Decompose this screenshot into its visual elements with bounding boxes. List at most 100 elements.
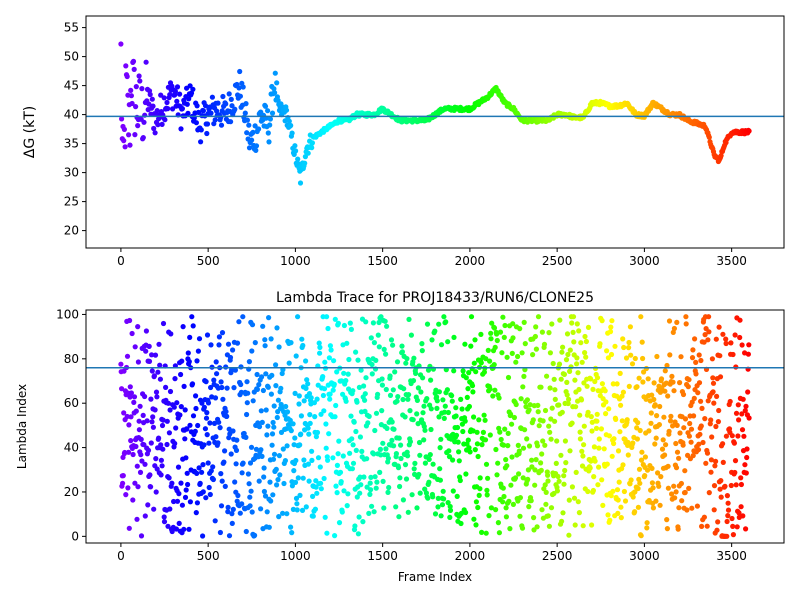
data-point <box>269 431 276 437</box>
data-point <box>228 451 234 457</box>
data-point <box>271 424 277 430</box>
data-point <box>527 402 533 408</box>
data-point <box>449 398 455 404</box>
data-point <box>243 434 249 440</box>
data-point <box>678 480 685 487</box>
data-point <box>318 411 324 417</box>
data-point <box>411 355 417 361</box>
data-point <box>317 344 323 350</box>
data-point <box>263 407 269 413</box>
data-point <box>150 103 156 109</box>
data-point <box>286 360 292 366</box>
data-point <box>608 324 614 330</box>
data-point <box>524 436 530 442</box>
data-point <box>525 467 532 473</box>
data-point <box>728 340 734 346</box>
data-point <box>250 398 256 404</box>
data-point <box>478 331 484 337</box>
data-point <box>268 498 274 504</box>
data-point <box>692 336 698 342</box>
data-point <box>186 526 192 532</box>
data-point <box>237 93 243 99</box>
data-point <box>517 326 523 332</box>
data-point <box>132 344 138 350</box>
data-point <box>718 478 724 484</box>
data-point <box>426 479 432 485</box>
data-point <box>204 410 210 416</box>
data-point <box>158 92 164 98</box>
data-point <box>334 462 340 468</box>
data-point <box>312 414 318 420</box>
data-point <box>289 483 295 489</box>
data-point <box>322 514 328 520</box>
data-point <box>293 353 299 359</box>
data-point <box>444 387 450 393</box>
data-point <box>229 103 235 109</box>
data-point <box>583 338 590 345</box>
data-point <box>705 398 711 404</box>
data-point <box>256 382 262 388</box>
data-point <box>307 420 313 426</box>
data-point <box>683 314 689 320</box>
data-point <box>447 503 453 510</box>
data-point <box>300 475 306 481</box>
data-point <box>353 349 359 355</box>
data-point <box>513 359 519 365</box>
data-point <box>693 371 699 377</box>
data-point <box>223 409 229 415</box>
data-point <box>688 426 695 432</box>
data-point <box>690 347 696 353</box>
data-point <box>723 433 730 439</box>
data-point <box>475 504 481 511</box>
data-point <box>660 437 666 443</box>
data-point <box>138 533 145 539</box>
data-point <box>560 344 566 350</box>
data-point <box>128 414 134 420</box>
data-point <box>700 439 706 446</box>
data-point <box>333 402 339 409</box>
data-point <box>313 434 319 440</box>
data-point <box>260 387 266 394</box>
data-point <box>200 462 206 468</box>
data-point <box>745 351 752 357</box>
data-point <box>494 337 500 344</box>
data-point <box>292 390 298 396</box>
data-point <box>369 371 375 377</box>
data-point <box>293 495 300 501</box>
data-point <box>379 382 385 388</box>
data-point <box>166 430 172 436</box>
data-point <box>274 482 280 488</box>
data-point <box>495 520 501 526</box>
data-point <box>563 357 570 363</box>
data-point <box>403 360 409 366</box>
data-point <box>456 458 462 464</box>
data-point <box>662 388 668 394</box>
data-point <box>496 530 502 536</box>
x-tick-label: 2000 <box>455 549 486 563</box>
data-point <box>157 362 163 368</box>
data-point <box>695 390 701 396</box>
data-point <box>150 424 156 430</box>
data-point <box>357 490 363 496</box>
data-point <box>698 398 704 404</box>
data-point <box>577 429 583 435</box>
data-point <box>599 477 605 483</box>
data-point <box>569 320 575 326</box>
data-point <box>240 84 246 90</box>
data-point <box>182 407 188 413</box>
data-point <box>428 426 434 433</box>
data-point <box>445 409 451 416</box>
data-point <box>232 106 238 112</box>
x-tick-label: 3000 <box>629 254 660 268</box>
data-point <box>600 502 606 508</box>
data-point <box>601 446 607 452</box>
data-point <box>713 423 719 430</box>
data-point <box>640 355 646 362</box>
data-point <box>637 427 643 434</box>
data-point <box>535 402 541 408</box>
data-point <box>394 398 400 404</box>
data-point <box>502 322 508 329</box>
data-point <box>539 329 546 335</box>
data-point <box>738 504 744 510</box>
data-point <box>136 73 142 79</box>
